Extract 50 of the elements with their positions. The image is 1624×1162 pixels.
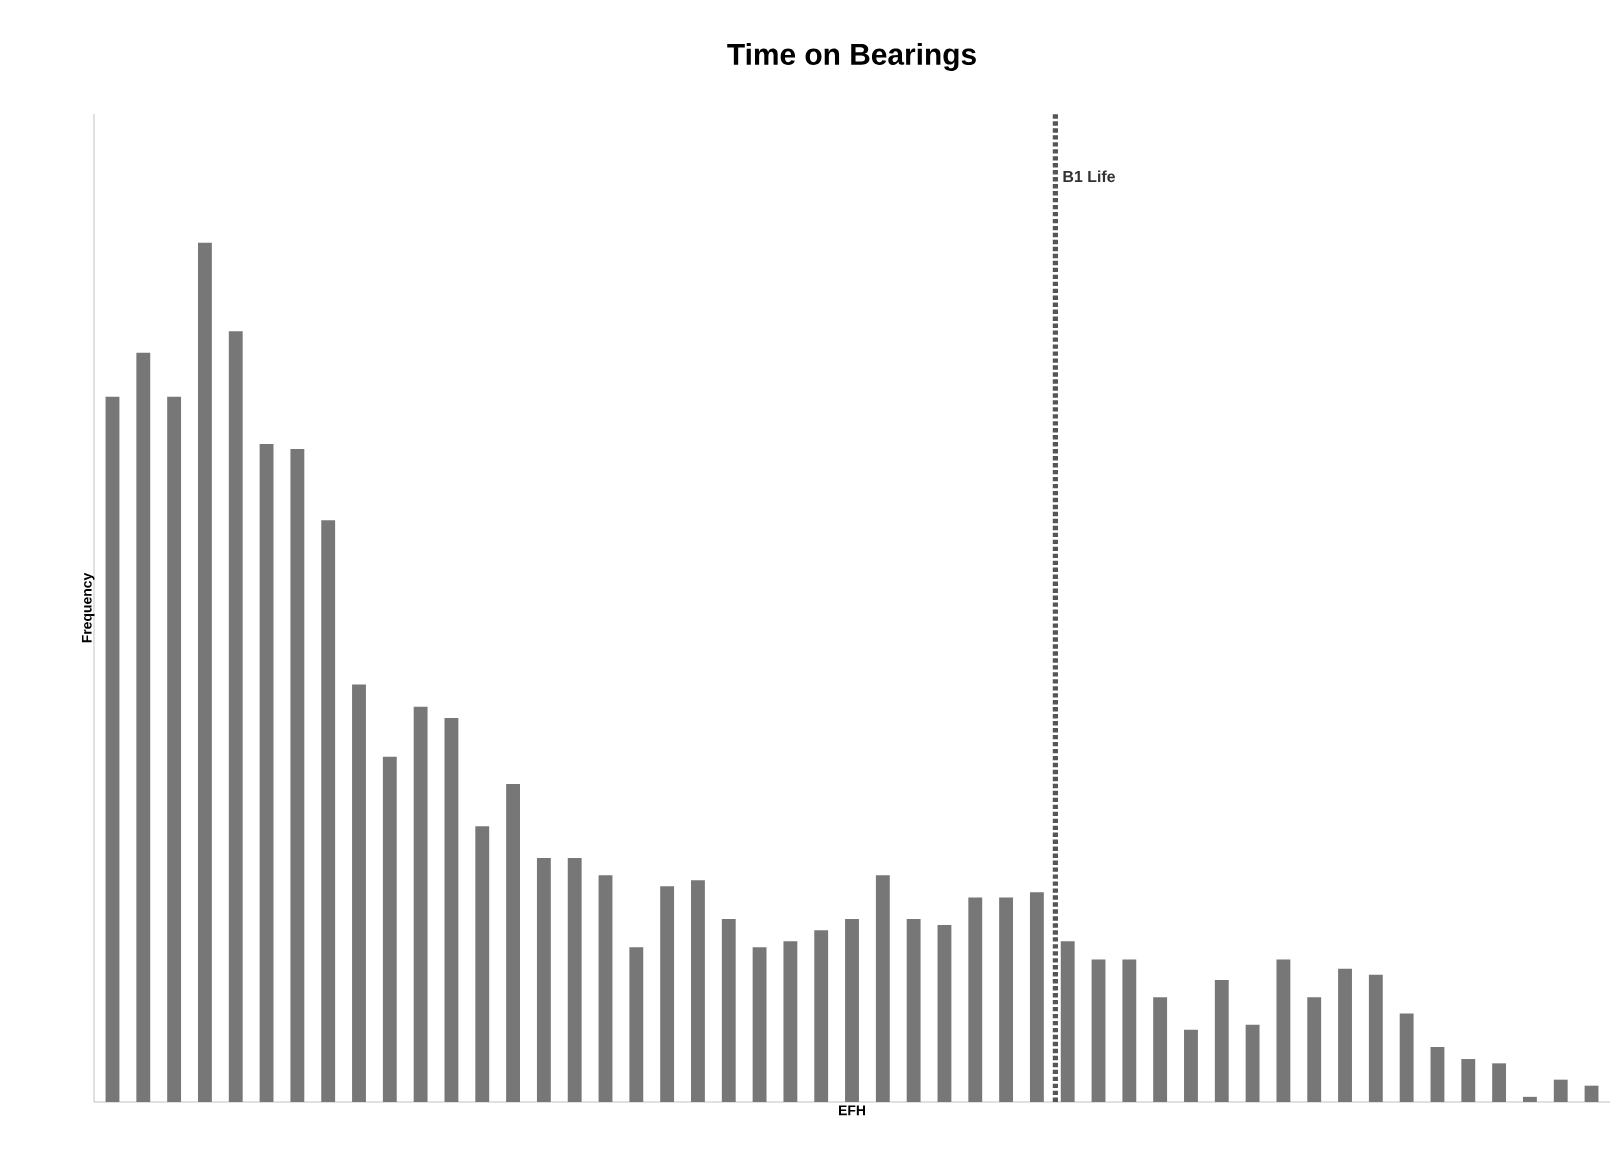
bar bbox=[875, 875, 890, 1102]
bar bbox=[567, 858, 582, 1102]
chart-title: Time on Bearings bbox=[727, 43, 976, 71]
bar bbox=[1461, 1059, 1476, 1102]
bar bbox=[1584, 1085, 1599, 1102]
bar bbox=[1091, 959, 1106, 1102]
bar bbox=[444, 717, 459, 1102]
bar bbox=[105, 396, 120, 1102]
bar bbox=[629, 947, 644, 1102]
bar bbox=[475, 826, 490, 1102]
bar bbox=[506, 784, 520, 1102]
bar bbox=[845, 919, 859, 1102]
bar bbox=[1492, 1063, 1507, 1102]
bar bbox=[1430, 1047, 1445, 1102]
bar bbox=[413, 706, 428, 1102]
bar bbox=[783, 941, 798, 1102]
bar bbox=[228, 331, 243, 1102]
bar bbox=[352, 684, 366, 1102]
bar bbox=[1060, 941, 1075, 1102]
bar bbox=[1029, 892, 1044, 1102]
bar bbox=[1214, 980, 1229, 1102]
bar bbox=[1338, 968, 1352, 1102]
bar bbox=[1153, 997, 1168, 1102]
bar bbox=[1245, 1024, 1260, 1102]
bar bbox=[968, 897, 983, 1102]
bar bbox=[752, 947, 767, 1102]
bar bbox=[691, 880, 705, 1102]
bar bbox=[814, 930, 829, 1102]
bar bbox=[536, 858, 551, 1102]
bar bbox=[197, 242, 212, 1102]
bar bbox=[906, 919, 921, 1102]
bar bbox=[721, 919, 736, 1102]
bar bbox=[290, 449, 305, 1102]
bar bbox=[937, 925, 952, 1102]
bar bbox=[1399, 1013, 1414, 1102]
bar bbox=[1307, 997, 1322, 1102]
bar bbox=[598, 875, 613, 1102]
bar bbox=[1122, 959, 1137, 1102]
bar bbox=[1368, 974, 1383, 1102]
bar bbox=[1553, 1079, 1568, 1102]
bar bbox=[660, 886, 675, 1102]
bar bbox=[999, 897, 1014, 1102]
bar bbox=[1522, 1096, 1537, 1102]
bar bbox=[259, 443, 274, 1102]
bar bbox=[1184, 1029, 1198, 1102]
bar bbox=[321, 520, 336, 1102]
bar bbox=[1276, 959, 1291, 1102]
bar bbox=[136, 352, 151, 1102]
bar bbox=[167, 396, 182, 1102]
bar bbox=[382, 756, 397, 1102]
